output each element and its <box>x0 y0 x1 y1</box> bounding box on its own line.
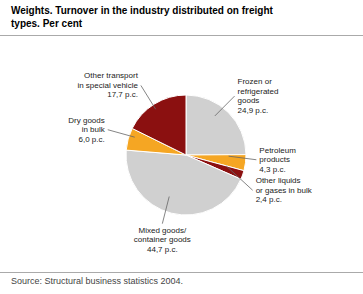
svg-text:Other transportin special vehi: Other transportin special vehicle17,7 p.… <box>77 71 138 99</box>
html-text:Weights. Turnover in the indus: Weights. Turnover in the industry distri… <box>11 5 273 29</box>
svg-text:Petroleumproducts4,3 p.c.: Petroleumproducts4,3 p.c. <box>259 146 296 174</box>
svg-text:Dry goodsin bulk6,0 p.c.: Dry goodsin bulk6,0 p.c. <box>68 116 105 144</box>
svg-text:Mixed goods/container goods44,: Mixed goods/container goods44,7 p.c. <box>134 226 191 254</box>
svg-text:Other liquidsor gases in bulk2: Other liquidsor gases in bulk2,4 p.c. <box>256 176 313 204</box>
svg-text:Frozen orrefrigeratedgoods24,9: Frozen orrefrigeratedgoods24,9 p.c. <box>238 77 279 115</box>
html-text:Source: Structural business st: Source: Structural business statistics 2… <box>11 276 184 286</box>
